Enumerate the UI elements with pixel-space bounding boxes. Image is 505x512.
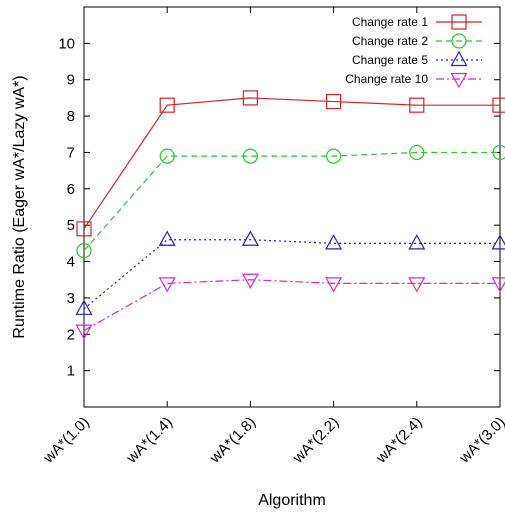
data-point [325,234,343,250]
data-point [241,230,259,246]
legend-marker [451,33,467,49]
data-point [158,277,176,293]
data-point [491,277,505,293]
x-axis: wA*(1.0) wA*(1.4) wA*(1.8) wA*(2.2) wA*(2.4)… [39,7,505,467]
series-2 [76,144,505,259]
data-point [325,277,343,293]
legend-label: Change rate 1 [352,15,428,29]
y-axis-title: Runtime Ratio (Eager wA*/Lazy wA*) [11,75,28,338]
series-line [83,279,500,332]
y-tick-label: 2 [67,326,75,343]
data-point [326,93,342,110]
x-tick-label: wA*(3.0) [455,414,505,467]
y-tick-label: 8 [67,108,75,125]
x-tick-label: wA*(1.0) [39,414,92,467]
data-point [75,324,93,340]
y-tick-label: 4 [67,254,75,271]
y-tick-label: 9 [67,72,75,89]
legend-label: Change rate 5 [352,53,428,67]
data-point [159,148,175,164]
x-tick-label: wA*(2.2) [289,414,342,467]
series-1 [76,90,505,237]
y-tick-label: 1 [67,363,75,380]
data-point [76,243,92,259]
data-point [491,234,505,250]
y-tick-label: 7 [67,144,75,161]
series-layer [75,90,505,340]
data-point [408,234,426,250]
data-point [408,277,426,293]
legend-marker [450,72,468,89]
data-point [158,230,176,246]
data-point [242,148,258,164]
y-tick-label: 6 [67,181,75,198]
data-point [159,97,175,113]
series-4 [75,273,505,340]
series-line [83,97,500,230]
plot-frame [83,6,501,408]
data-point [492,97,505,113]
x-axis-title: Algorithm [258,492,326,509]
data-point [76,221,92,237]
y-axis: 1 2 3 4 5 6 7 8 9 10 [58,35,500,380]
legend-label: Change rate 10 [345,72,428,86]
data-point [241,273,259,289]
legend: Change rate 1 Change rate 2 Change rate 5 C… [345,14,482,89]
x-tick-label: wA*(1.4) [123,414,176,467]
data-point [409,97,425,113]
series-line [83,151,500,252]
data-point [326,148,342,164]
x-tick-label: wA*(2.4) [372,414,425,467]
legend-marker [451,14,467,30]
legend-marker [450,50,468,67]
y-tick-label: 5 [67,217,75,234]
series-line [83,239,500,310]
legend-label: Change rate 2 [352,34,428,48]
y-tick-label: 10 [58,35,75,52]
x-tick-label: wA*(1.8) [206,414,259,467]
data-point [409,144,425,161]
data-point [242,90,258,106]
y-tick-label: 3 [67,290,75,307]
data-point [492,144,505,161]
data-point [75,299,93,315]
series-3 [75,230,505,315]
